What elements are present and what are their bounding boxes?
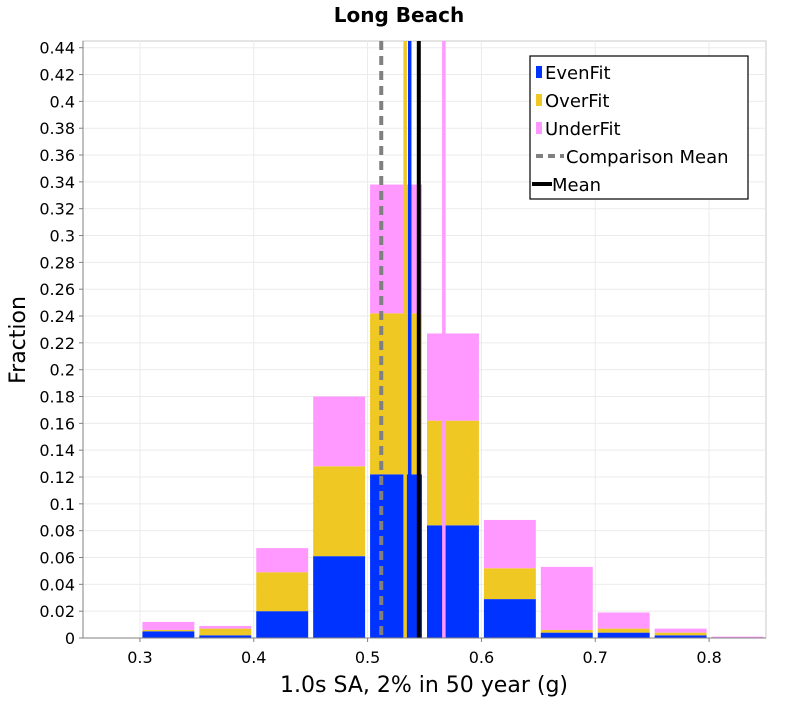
bar-evenfit — [370, 474, 422, 638]
bar-underfit — [427, 333, 479, 421]
x-tick-label: 0.7 — [583, 648, 608, 667]
bar-underfit — [142, 621, 195, 630]
legend-label: EvenFit — [545, 63, 611, 84]
y-tick-label: 0.06 — [39, 549, 75, 568]
y-tick-label: 0.22 — [39, 334, 75, 353]
bar-underfit — [711, 636, 764, 638]
y-tick-label: 0.34 — [39, 173, 75, 192]
y-tick-label: 0 — [65, 629, 75, 648]
y-tick-label: 0.18 — [39, 388, 75, 407]
y-tick-label: 0.44 — [39, 39, 75, 58]
x-tick-label: 0.8 — [696, 648, 721, 667]
bar-evenfit — [313, 556, 366, 638]
legend-box — [529, 55, 749, 200]
y-tick-label: 0.4 — [50, 92, 75, 111]
y-tick-label: 0.14 — [39, 441, 75, 460]
x-tick-label: 0.4 — [241, 648, 266, 667]
x-tick-label: 0.5 — [355, 648, 380, 667]
bar-underfit — [256, 548, 309, 573]
bar-evenfit — [654, 635, 707, 638]
bar-underfit — [597, 612, 650, 629]
bar-overfit — [370, 313, 422, 475]
y-tick-label: 0.1 — [50, 495, 75, 514]
y-tick-label: 0.12 — [39, 468, 75, 487]
bar-evenfit — [256, 611, 309, 638]
bar-evenfit — [483, 599, 536, 638]
bar-overfit — [313, 466, 366, 557]
legend-label: OverFit — [545, 91, 609, 112]
legend: EvenFit OverFit UnderFit Comparison Mean Mea… — [529, 55, 749, 200]
y-tick-label: 0.3 — [50, 227, 75, 246]
y-tick-label: 0.38 — [39, 119, 75, 138]
y-tick-label: 0.2 — [50, 361, 75, 380]
y-tick-label: 0.32 — [39, 200, 75, 219]
bar-overfit — [540, 629, 593, 633]
bar-overfit — [199, 628, 252, 636]
bar-underfit — [483, 519, 536, 569]
bar-overfit — [654, 632, 707, 636]
bar-overfit — [427, 420, 479, 526]
x-tick-label: 0.6 — [469, 648, 494, 667]
bar-evenfit — [427, 525, 479, 638]
y-tick-label: 0.24 — [39, 307, 75, 326]
legend-label: Comparison Mean — [566, 147, 729, 168]
y-tick-label: 0.08 — [39, 522, 75, 541]
bar-evenfit — [142, 631, 195, 638]
bar-underfit — [199, 625, 252, 629]
y-axis-label: Fraction — [6, 296, 31, 384]
bar-evenfit — [540, 632, 593, 638]
chart-title: Long Beach — [334, 3, 464, 27]
y-tick-label: 0.28 — [39, 253, 75, 272]
y-tick-label: 0.42 — [39, 66, 75, 85]
bar-evenfit — [199, 635, 252, 638]
y-tick-label: 0.36 — [39, 146, 75, 165]
y-tick-label: 0.16 — [39, 414, 75, 433]
legend-label: UnderFit — [545, 119, 621, 140]
legend-swatch-overfit — [536, 94, 542, 106]
bar-overfit — [256, 572, 309, 612]
bar-evenfit — [597, 632, 650, 638]
y-tick-label: 0.02 — [39, 602, 75, 621]
bar-overfit — [597, 628, 650, 633]
x-axis-label: 1.0s SA, 2% in 50 year (g) — [280, 673, 568, 698]
bar-underfit — [313, 396, 366, 467]
legend-swatch-evenfit — [536, 66, 542, 78]
bar-underfit — [540, 566, 593, 630]
bar-underfit — [654, 628, 707, 633]
x-tick-label: 0.3 — [127, 648, 152, 667]
legend-swatch-underfit — [536, 122, 542, 134]
bar-underfit — [370, 184, 422, 314]
y-tick-label: 0.04 — [39, 575, 75, 594]
bar-overfit — [483, 568, 536, 600]
y-tick-label: 0.26 — [39, 280, 75, 299]
legend-label: Mean — [552, 175, 601, 196]
bar-overfit — [142, 629, 195, 632]
